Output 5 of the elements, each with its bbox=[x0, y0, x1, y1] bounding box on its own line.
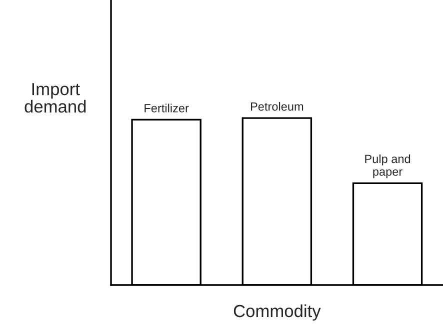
x-tick-label: Fertilizer bbox=[144, 104, 189, 112]
x-tick-label: Pulp and paper bbox=[365, 154, 410, 178]
x-tick-label: Petroleum bbox=[250, 102, 304, 111]
x-axis-title: Commodity bbox=[234, 304, 321, 321]
y-axis-title: Import demand bbox=[24, 83, 86, 113]
